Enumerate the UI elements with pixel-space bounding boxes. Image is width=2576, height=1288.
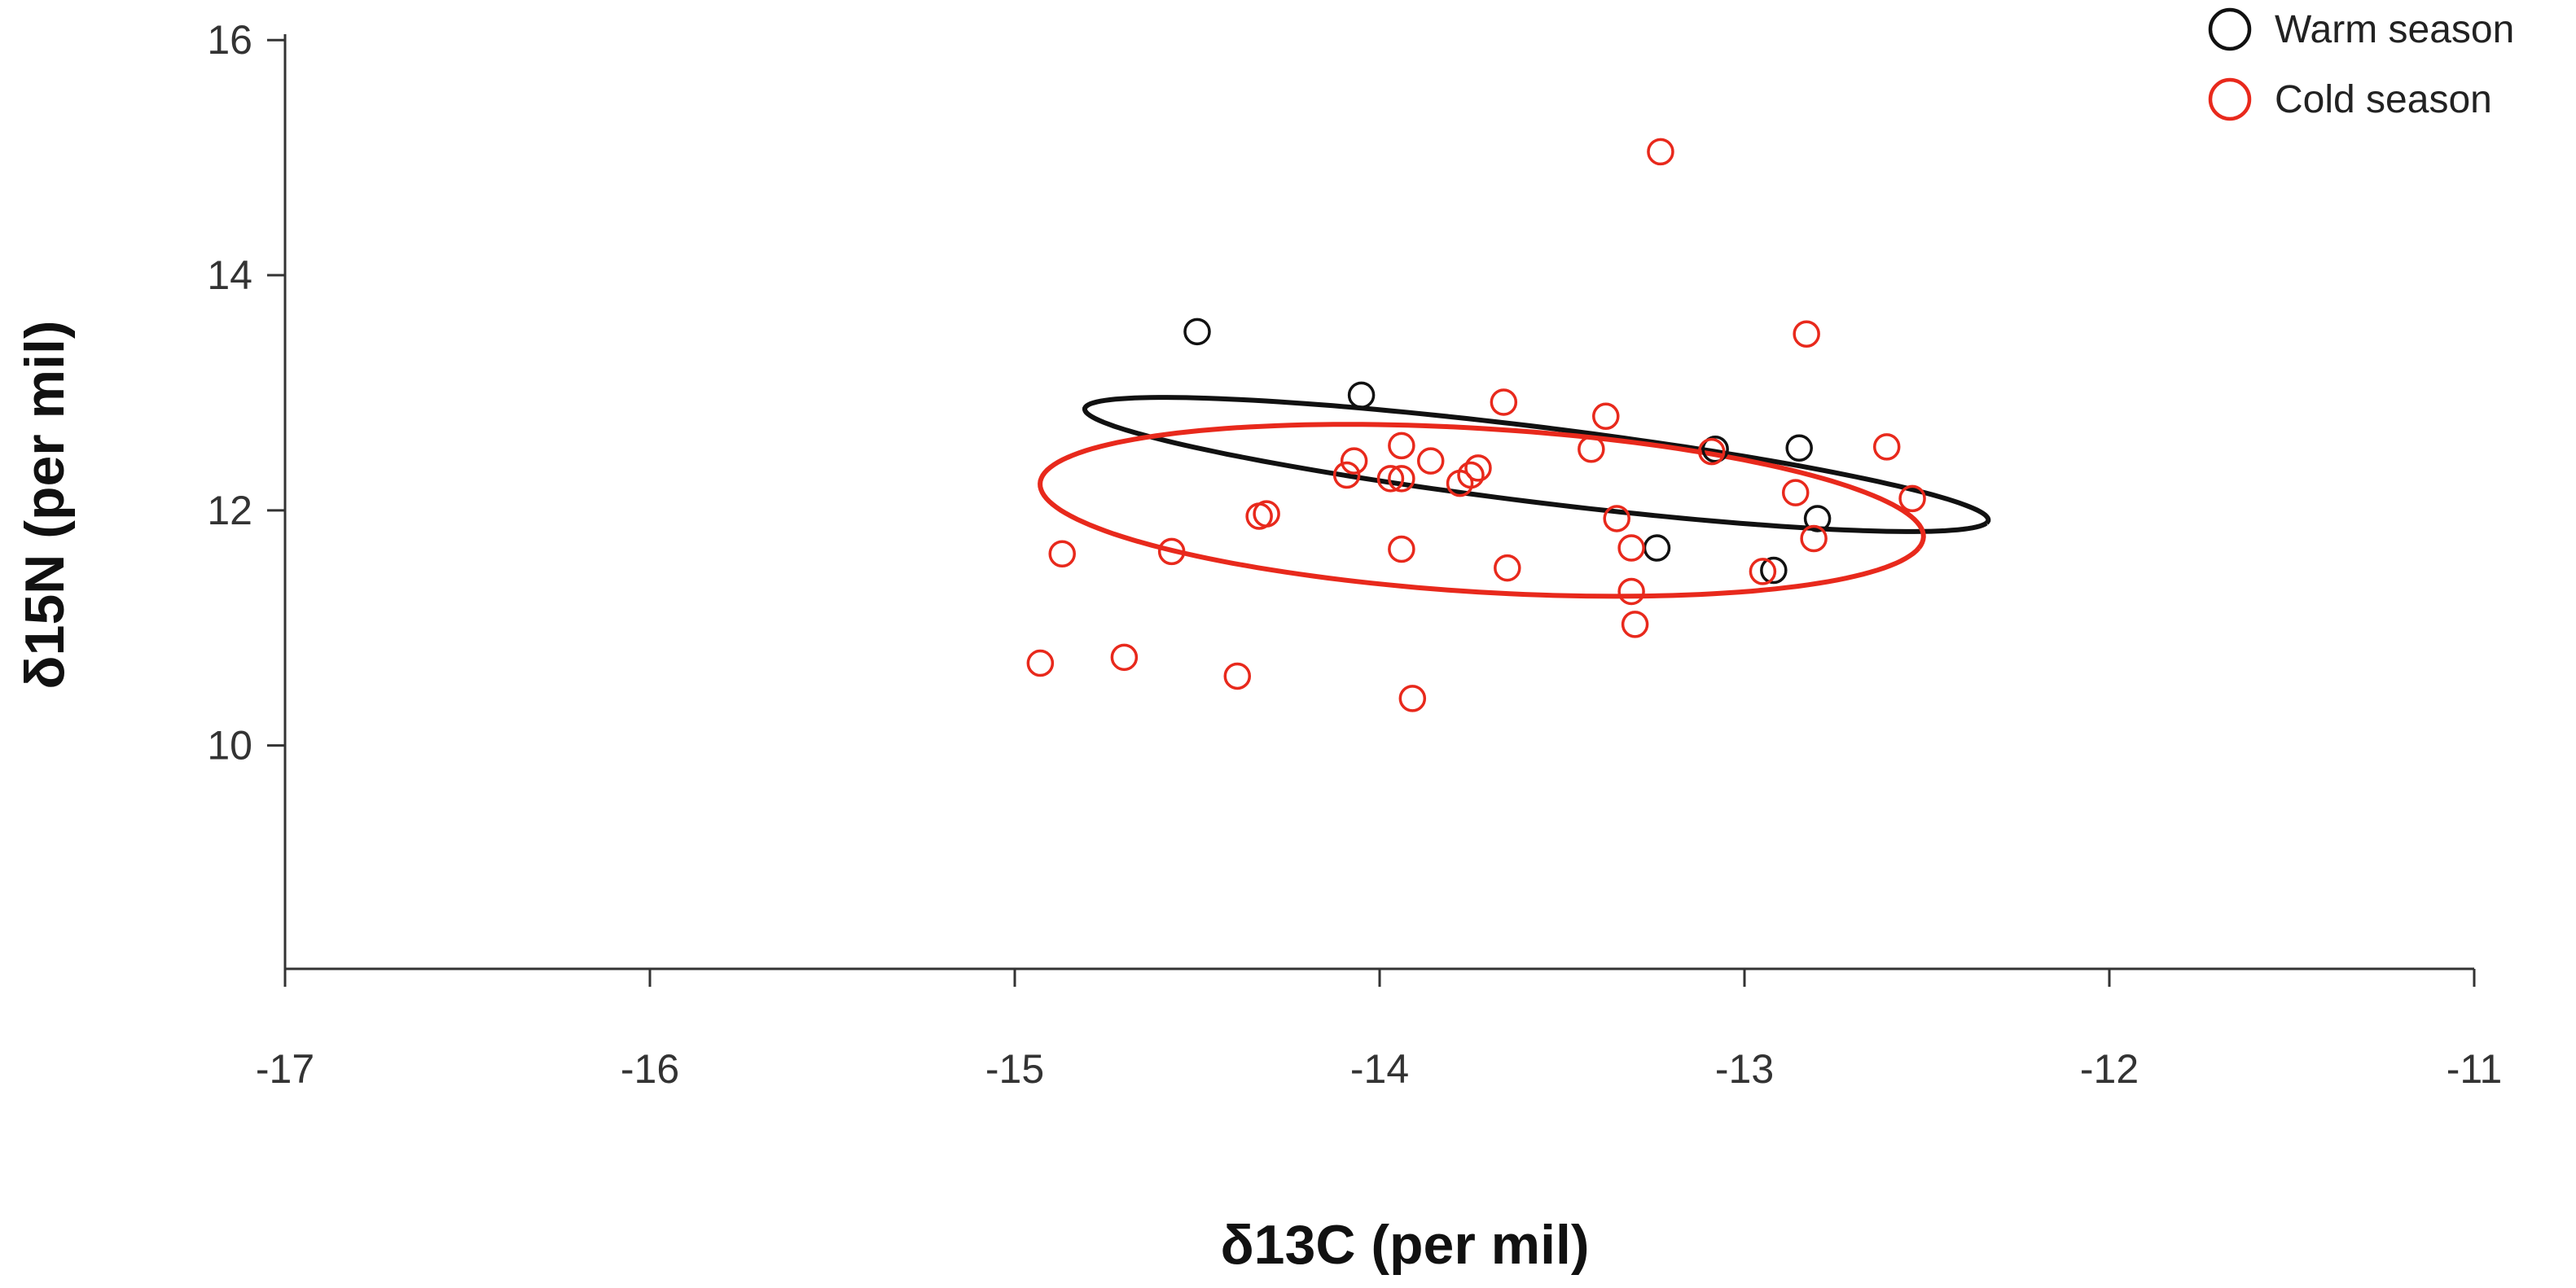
point-warm-season (1347, 381, 1376, 410)
point-cold-season (1416, 447, 1445, 475)
point-cold-season (1026, 649, 1055, 677)
point-warm-season (1785, 434, 1813, 462)
x-tick-label: -17 (256, 1046, 314, 1092)
point-cold-season (1621, 611, 1649, 638)
x-tick-label: -15 (985, 1046, 1044, 1092)
ellipses (1038, 395, 1991, 599)
y-tick-label: 14 (207, 252, 252, 298)
point-cold-season (1617, 534, 1645, 562)
legend-label: Warm season (2275, 8, 2514, 51)
y-tick-label: 10 (207, 723, 252, 769)
point-cold-season (1245, 502, 1273, 530)
point-cold-season (1332, 461, 1361, 489)
data-points (1026, 138, 1926, 712)
ellipse-cold-season (1038, 422, 1926, 599)
y-ticks: 10 12 14 16 (207, 17, 285, 769)
point-cold-season (1388, 465, 1415, 493)
ellipse-warm-season (1082, 395, 1991, 534)
point-cold-season (1388, 432, 1415, 460)
point-cold-season (1800, 524, 1828, 553)
point-cold-season (1340, 447, 1368, 475)
point-cold-season (1398, 685, 1427, 712)
point-cold-season (1388, 535, 1415, 563)
x-axis: -17 -16 -15 -14 -13 -12 -11 (256, 967, 2502, 1092)
point-warm-season (1760, 556, 1788, 585)
point-cold-season (1781, 479, 1810, 506)
x-ticks: -17 -16 -15 -14 -13 -12 -11 (256, 969, 2502, 1092)
point-cold-season (1110, 643, 1139, 672)
point-cold-season (1446, 469, 1474, 497)
legend-label: Cold season (2275, 78, 2492, 121)
point-cold-season (1749, 558, 1777, 585)
point-cold-season (1494, 554, 1521, 582)
x-tick-label: -13 (1715, 1046, 1774, 1092)
point-cold-season (1603, 505, 1630, 532)
point-warm-season (1701, 435, 1729, 463)
point-cold-season (1490, 388, 1518, 416)
point-cold-season (1793, 320, 1820, 348)
x-axis-title: δ13C (per mil) (1220, 1214, 1589, 1276)
point-cold-season (1647, 138, 1674, 166)
x-tick-label: -12 (2080, 1046, 2139, 1092)
point-warm-season (1803, 505, 1832, 532)
point-cold-season (1697, 437, 1726, 466)
point-cold-season (1872, 433, 1901, 461)
x-tick-label: -11 (2447, 1046, 2503, 1092)
y-tick-label: 16 (207, 17, 252, 63)
point-cold-season (1048, 540, 1076, 568)
y-tick-label: 12 (207, 488, 252, 533)
x-tick-label: -14 (1350, 1046, 1409, 1092)
point-cold-season (1157, 537, 1186, 566)
point-cold-season (1223, 662, 1252, 690)
point-warm-season (1643, 534, 1671, 562)
legend-marker-cold-season (2208, 77, 2252, 121)
point-cold-season (1898, 484, 1926, 513)
point-cold-season (1578, 435, 1605, 463)
point-cold-season (1464, 454, 1492, 482)
y-axis: 10 12 14 16 (207, 17, 287, 969)
point-cold-season (1592, 402, 1620, 431)
legend-marker-warm-season (2208, 7, 2252, 51)
point-cold-season (1376, 465, 1405, 493)
y-axis-title: δ15N (per mil) (14, 320, 76, 689)
legend: Warm season Cold season (2208, 7, 2514, 121)
point-cold-season (1617, 577, 1645, 606)
point-warm-season (1183, 318, 1211, 346)
x-tick-label: -16 (621, 1046, 679, 1092)
